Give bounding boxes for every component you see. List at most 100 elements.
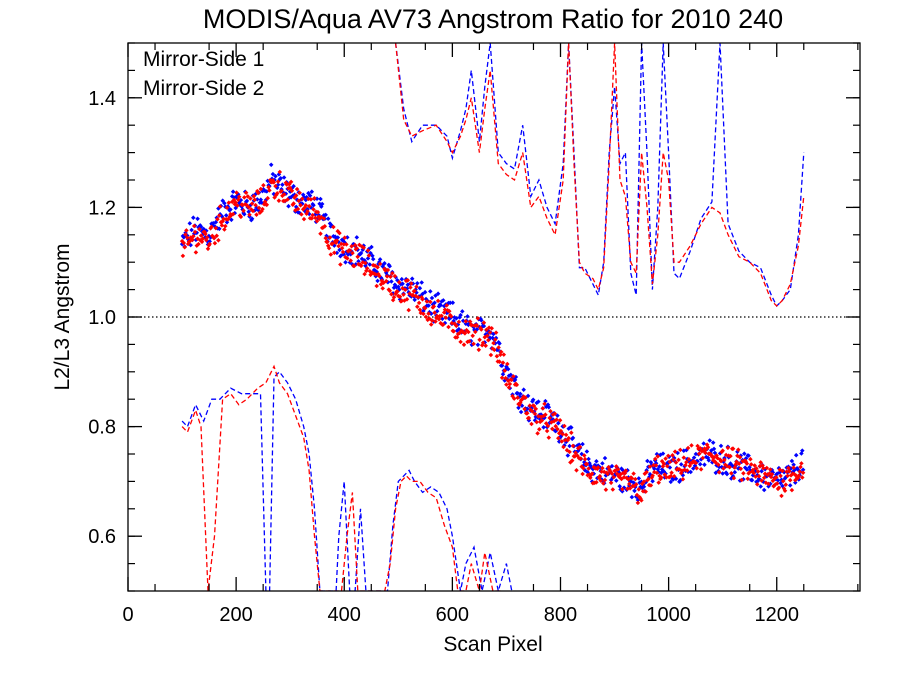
data-point bbox=[633, 482, 639, 487]
data-point bbox=[433, 319, 438, 324]
data-point bbox=[264, 202, 270, 208]
data-point bbox=[617, 484, 622, 489]
data-point bbox=[223, 223, 228, 229]
data-point bbox=[492, 347, 497, 353]
data-point bbox=[581, 466, 586, 471]
data-point bbox=[277, 169, 283, 175]
series-mirror-side-2 bbox=[181, 43, 805, 591]
data-point bbox=[355, 254, 360, 260]
data-point bbox=[498, 349, 504, 355]
data-point bbox=[791, 462, 796, 467]
data-point bbox=[480, 340, 486, 346]
y-tick-label: 1.4 bbox=[88, 88, 116, 110]
data-point bbox=[470, 333, 475, 339]
data-point bbox=[657, 464, 662, 469]
data-point bbox=[454, 335, 460, 340]
data-point bbox=[749, 477, 755, 483]
data-point bbox=[567, 443, 572, 449]
data-point bbox=[256, 205, 262, 211]
data-point bbox=[647, 464, 653, 469]
data-point bbox=[216, 238, 221, 243]
data-point bbox=[641, 479, 647, 484]
data-point bbox=[426, 311, 431, 316]
data-point bbox=[653, 463, 659, 468]
data-point bbox=[488, 352, 494, 358]
data-point bbox=[694, 465, 699, 471]
data-point bbox=[288, 179, 294, 185]
data-point bbox=[477, 337, 482, 343]
data-point bbox=[296, 198, 302, 204]
data-point bbox=[434, 313, 440, 319]
data-point bbox=[421, 311, 426, 317]
data-point bbox=[665, 463, 670, 469]
data-point bbox=[451, 329, 456, 334]
data-point bbox=[751, 470, 757, 476]
data-point bbox=[432, 300, 437, 306]
data-point bbox=[205, 246, 211, 252]
data-point bbox=[303, 203, 309, 208]
data-point bbox=[783, 482, 789, 487]
data-point bbox=[759, 468, 764, 474]
data-point bbox=[497, 341, 502, 346]
data-point bbox=[540, 406, 546, 411]
data-point bbox=[366, 253, 372, 258]
data-point bbox=[598, 478, 603, 483]
data-point bbox=[589, 471, 595, 476]
data-point bbox=[374, 283, 379, 289]
data-point bbox=[345, 256, 350, 261]
data-point bbox=[180, 253, 186, 259]
data-point bbox=[766, 481, 771, 487]
data-point bbox=[711, 446, 717, 452]
data-point bbox=[230, 189, 236, 194]
data-point bbox=[672, 449, 678, 454]
data-point bbox=[702, 462, 707, 467]
data-point bbox=[404, 297, 410, 302]
data-point bbox=[609, 463, 615, 469]
data-point bbox=[737, 455, 743, 460]
data-point bbox=[768, 467, 773, 472]
data-point bbox=[458, 312, 463, 318]
data-point bbox=[441, 298, 446, 303]
data-point bbox=[786, 465, 791, 471]
data-point bbox=[623, 468, 629, 474]
data-point bbox=[273, 173, 278, 179]
data-point bbox=[514, 382, 520, 388]
data-point bbox=[420, 297, 425, 302]
data-point bbox=[533, 406, 539, 412]
legend-entry-mirror-side-1: Mirror-Side 1 bbox=[143, 48, 264, 71]
data-point bbox=[313, 215, 318, 221]
data-point bbox=[505, 366, 511, 372]
data-point bbox=[436, 316, 442, 322]
data-point bbox=[738, 466, 744, 472]
data-point bbox=[547, 415, 552, 421]
data-point bbox=[646, 476, 651, 482]
data-point bbox=[447, 308, 452, 314]
data-point bbox=[701, 441, 706, 446]
data-point bbox=[539, 418, 545, 423]
data-point bbox=[422, 305, 428, 311]
data-point bbox=[266, 184, 271, 190]
data-point bbox=[529, 421, 534, 427]
data-point bbox=[556, 435, 561, 441]
data-point bbox=[428, 289, 433, 294]
data-point bbox=[752, 463, 757, 468]
x-tick-label: 400 bbox=[328, 604, 361, 626]
data-point bbox=[450, 300, 456, 305]
data-point bbox=[454, 323, 459, 329]
data-point bbox=[503, 375, 508, 381]
data-point bbox=[602, 477, 608, 483]
data-point bbox=[401, 292, 406, 297]
data-point bbox=[318, 231, 323, 236]
data-point bbox=[744, 467, 750, 472]
data-point bbox=[780, 478, 786, 484]
data-point bbox=[686, 456, 692, 462]
data-point bbox=[627, 486, 633, 491]
data-point bbox=[799, 461, 804, 466]
data-point bbox=[397, 294, 403, 299]
data-point bbox=[481, 323, 487, 329]
data-point bbox=[741, 471, 746, 476]
data-point bbox=[739, 477, 744, 483]
data-point bbox=[377, 261, 383, 267]
data-point bbox=[518, 391, 523, 397]
data-point bbox=[467, 319, 473, 324]
